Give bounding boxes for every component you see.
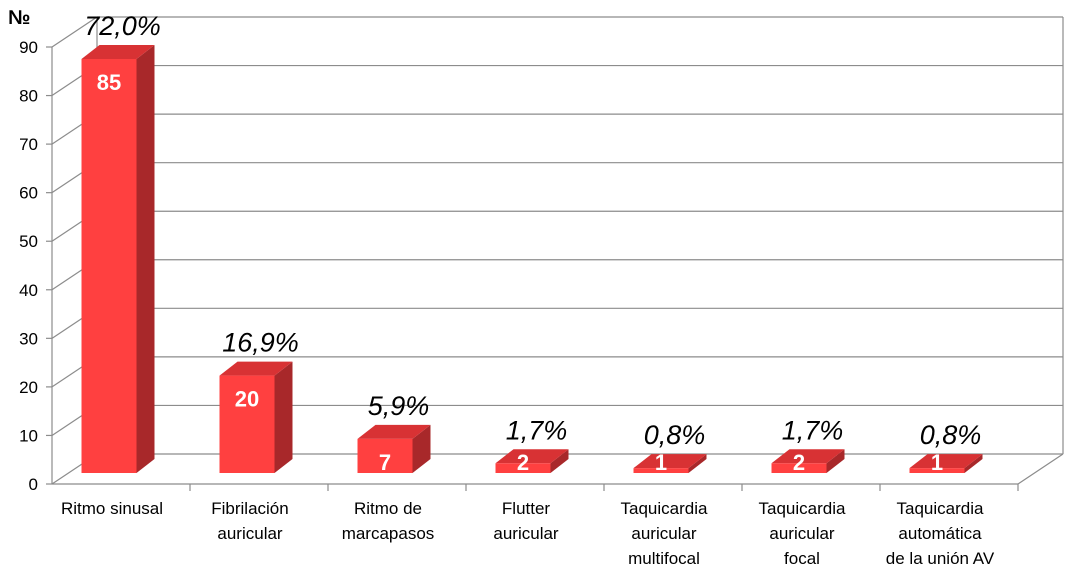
bar-side: [274, 361, 293, 473]
bar-percent-label: 16,9%: [222, 328, 299, 358]
y-tick-label: 0: [29, 475, 38, 494]
side-gridline: [51, 16, 98, 48]
bar-side: [412, 424, 431, 473]
bar-top: [81, 45, 155, 59]
bar: [81, 59, 137, 473]
bar: [633, 468, 689, 473]
bar-value-label: 1: [655, 450, 667, 475]
bar-top: [633, 454, 707, 469]
x-category-label: Taquicardia: [621, 499, 708, 518]
bar: [495, 463, 551, 473]
x-category-label: Fibrilación: [211, 499, 288, 518]
x-category-label: auricular: [217, 524, 283, 543]
bar-percent-label: 0,8%: [920, 420, 982, 450]
y-tick-label: 60: [19, 184, 38, 203]
y-tick-label: 50: [19, 232, 38, 251]
bar-side: [964, 454, 983, 473]
bar-layer: [81, 45, 983, 473]
x-category-label: auricular: [631, 524, 697, 543]
bar-percent-label: 1,7%: [782, 415, 844, 445]
x-category-label: Ritmo de: [354, 499, 422, 518]
y-tick-label: 20: [19, 378, 38, 397]
bar-value-label: 2: [793, 450, 805, 475]
x-category-label: multifocal: [628, 549, 700, 568]
bar: [357, 438, 413, 473]
x-category-label: automática: [898, 524, 982, 543]
bar-side: [550, 449, 569, 473]
y-tick-label: 80: [19, 87, 38, 106]
y-tick-label: 40: [19, 281, 38, 300]
bar-value-label: 85: [97, 70, 121, 95]
x-category-label: marcapasos: [342, 524, 435, 543]
bar-top: [357, 424, 431, 439]
y-tick-label: 10: [19, 426, 38, 445]
bar-percent-label: 72,0%: [84, 11, 161, 41]
bar-value-label: 1: [931, 450, 943, 475]
floor-right-edge: [1017, 453, 1064, 485]
x-category-label: de la unión AV: [886, 549, 995, 568]
bar-value-label: 20: [235, 387, 259, 412]
y-tick-label: 70: [19, 135, 38, 154]
bar-side: [826, 449, 845, 473]
bar-side: [688, 454, 707, 473]
bar: [909, 468, 965, 473]
x-category-label: focal: [784, 549, 820, 568]
y-tick-label: 30: [19, 329, 38, 348]
bar-value-label: 7: [379, 450, 391, 475]
bar: [771, 463, 827, 473]
x-category-label: Ritmo sinusal: [61, 499, 163, 518]
bar-top: [219, 361, 293, 376]
x-category-label: auricular: [769, 524, 835, 543]
bar-top: [495, 449, 569, 464]
grid-layer: [51, 16, 1064, 485]
x-category-label: auricular: [493, 524, 559, 543]
bar-side: [136, 45, 155, 473]
bar-percent-label: 1,7%: [506, 415, 568, 445]
bar-top: [771, 449, 845, 464]
axis-layer: № 0 10 20 30 40 50 60 70 80 90: [8, 7, 1019, 494]
x-category-label: Taquicardia: [759, 499, 846, 518]
bar: [219, 375, 275, 473]
y-tick-label: 90: [19, 38, 38, 57]
bar-top: [909, 454, 983, 469]
y-axis-title: №: [8, 7, 30, 29]
x-category-label: Taquicardia: [897, 499, 984, 518]
label-layer: 85 72,0% Ritmo sinusal 20 16,9% Fibrilación au…: [61, 11, 995, 568]
bar-percent-label: 5,9%: [368, 391, 430, 421]
bar-value-label: 2: [517, 450, 529, 475]
x-category-label: Flutter: [502, 499, 551, 518]
bar-percent-label: 0,8%: [644, 420, 706, 450]
